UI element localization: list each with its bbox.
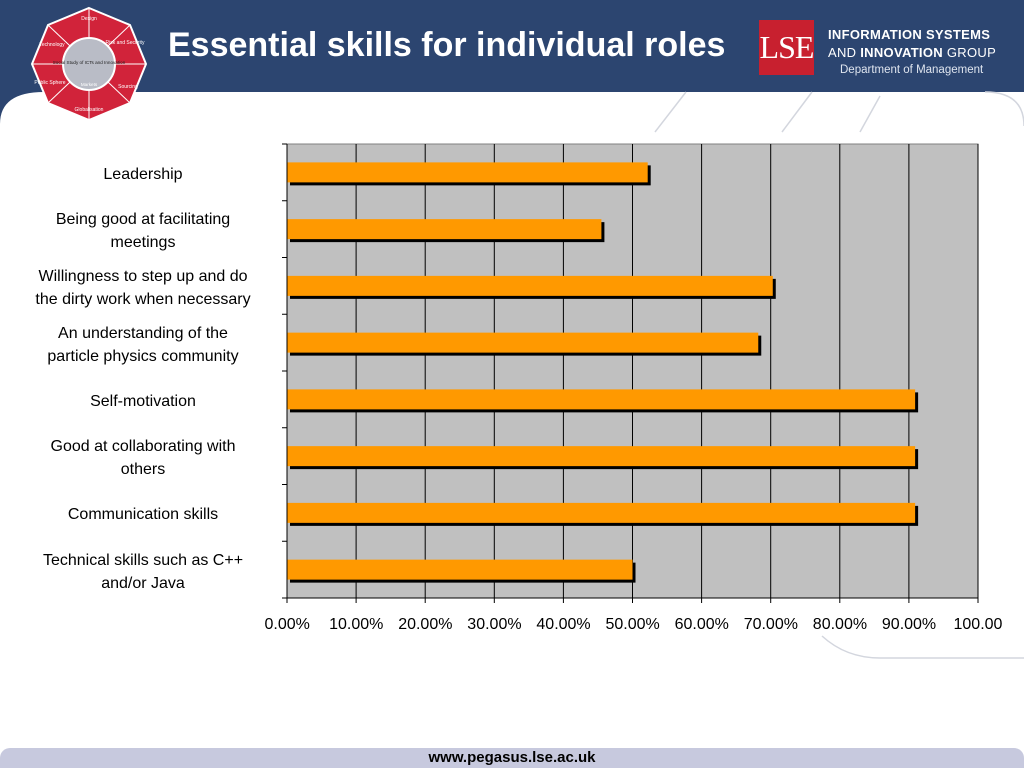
footer-url: www.pegasus.lse.ac.uk <box>428 749 596 766</box>
slide-title: Essential skills for individual roles <box>168 26 726 64</box>
emblem-segment: Design <box>81 16 97 22</box>
group-line2-suffix: GROUP <box>942 45 997 60</box>
bar <box>287 332 759 353</box>
department-name: Department of Management <box>840 64 984 76</box>
x-tick-label: 50.00% <box>605 616 660 633</box>
bar <box>287 502 916 523</box>
bar <box>287 446 916 467</box>
bars <box>287 162 919 583</box>
emblem-inner-bottom: Markets <box>81 82 98 87</box>
category-label: Good at collaborating with others <box>50 438 236 479</box>
group-line2-bold: INNOVATION <box>860 45 943 60</box>
x-tick-label: 0.00% <box>264 616 310 633</box>
x-tick-label: 20.00% <box>398 616 453 633</box>
category-label: Leadership <box>103 165 183 183</box>
bar <box>287 162 648 183</box>
x-tick-label: 90.00% <box>881 616 937 633</box>
category-label: Being good at facilitating meetings <box>55 211 231 252</box>
x-tick-label: 70.00% <box>743 616 798 633</box>
x-tick-label: 100.00 <box>953 616 1003 633</box>
x-tick-label: 40.00% <box>536 616 591 633</box>
x-tick-label: 10.00% <box>329 616 384 633</box>
emblem-segment: Globalisation <box>75 107 104 113</box>
group-name-line1: INFORMATION SYSTEMS <box>828 27 991 42</box>
x-tick-label: 80.00% <box>812 616 868 633</box>
x-tick-label: 30.00% <box>467 616 522 633</box>
axes <box>282 143 979 603</box>
bar <box>287 219 602 240</box>
group-name-line2: AND INNOVATION GROUP <box>828 45 996 60</box>
slide-header: Design Risk and Security Sourcing Global… <box>0 0 1024 132</box>
group-line2-prefix: AND <box>828 45 861 60</box>
emblem-segment: Risk and Security <box>106 40 145 46</box>
x-tick-label: 60.00% <box>674 616 729 633</box>
footer-bar <box>0 748 1024 768</box>
social-study-emblem-icon: Design Risk and Security Sourcing Global… <box>30 6 148 122</box>
bar <box>287 389 916 410</box>
emblem-segment: Sourcing <box>118 84 138 90</box>
category-label: Willingness to step up and do the dirty … <box>35 267 251 308</box>
emblem-center: Social Study of ICTs and Innovation <box>53 60 126 65</box>
bar <box>287 559 633 580</box>
bar <box>287 275 773 296</box>
category-label: Self-motivation <box>90 392 196 410</box>
category-label: Technical skills such as C++ and/or Java <box>42 551 244 592</box>
emblem-segment: Public Sphere <box>34 80 65 86</box>
lse-logo: LSE <box>759 20 814 75</box>
category-label: Communication skills <box>67 506 219 524</box>
category-label: An understanding of the particle physics… <box>47 324 239 365</box>
emblem-segment: Technology <box>39 42 65 48</box>
